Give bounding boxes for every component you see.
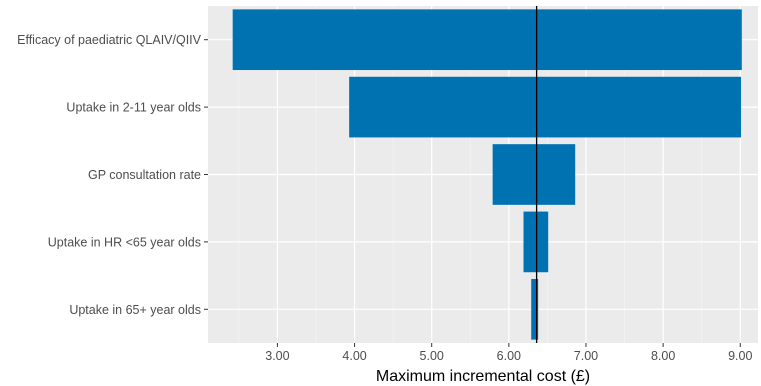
category-label: Uptake in 65+ year olds bbox=[69, 303, 201, 317]
category-label: Uptake in HR <65 year olds bbox=[48, 235, 201, 249]
category-label: GP consultation rate bbox=[88, 168, 201, 182]
x-axis-title: Maximum incremental cost (£) bbox=[376, 368, 590, 385]
x-tick-labels: 3.00 4.00 5.00 6.00 7.00 8.00 9.00 bbox=[265, 343, 752, 363]
x-tick-label: 8.00 bbox=[651, 349, 675, 363]
bar bbox=[531, 278, 539, 340]
bar bbox=[232, 9, 742, 71]
x-tick-label: 6.00 bbox=[497, 349, 521, 363]
x-tick-label: 7.00 bbox=[574, 349, 598, 363]
bars-group bbox=[232, 9, 742, 340]
x-tick-label: 9.00 bbox=[728, 349, 752, 363]
category-label: Efficacy of paediatric QLAIV/QIIV bbox=[17, 33, 202, 47]
bar bbox=[492, 144, 576, 205]
bar bbox=[523, 211, 549, 273]
category-label: Uptake in 2-11 year olds bbox=[66, 101, 201, 115]
x-tick-label: 4.00 bbox=[342, 349, 366, 363]
category-labels: Efficacy of paediatric QLAIV/QIIV Uptake … bbox=[17, 33, 208, 317]
x-tick-label: 3.00 bbox=[265, 349, 289, 363]
x-tick-label: 5.00 bbox=[420, 349, 444, 363]
bar bbox=[349, 76, 742, 138]
